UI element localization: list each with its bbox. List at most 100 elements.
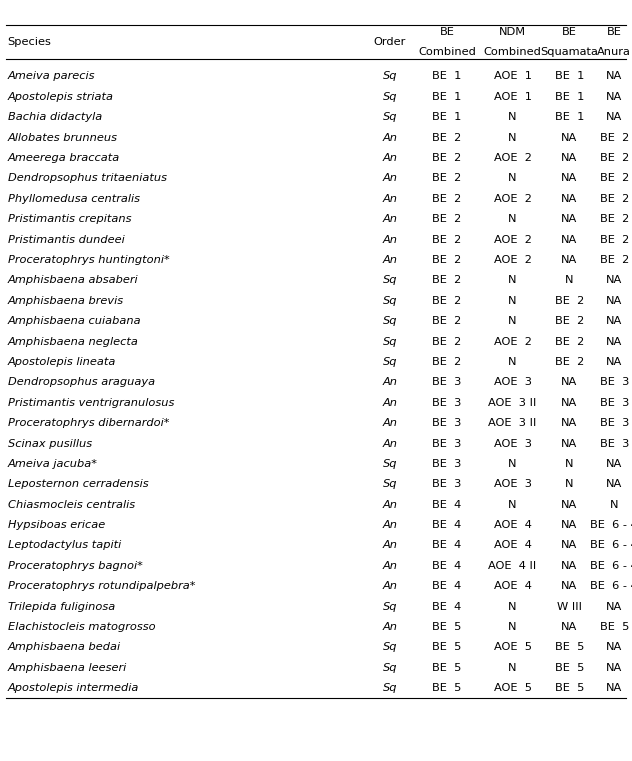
- Text: BE  5: BE 5: [432, 642, 461, 652]
- Text: Sq: Sq: [383, 275, 397, 285]
- Text: NA: NA: [606, 459, 623, 469]
- Text: BE  4: BE 4: [432, 540, 461, 550]
- Text: NA: NA: [606, 602, 623, 612]
- Text: BE  2: BE 2: [600, 255, 629, 265]
- Text: BE  2: BE 2: [432, 153, 461, 163]
- Text: N: N: [565, 479, 574, 489]
- Text: An: An: [382, 520, 398, 530]
- Text: An: An: [382, 174, 398, 183]
- Text: NA: NA: [606, 663, 623, 673]
- Text: Pristimantis crepitans: Pristimantis crepitans: [8, 214, 131, 224]
- Text: BE  1: BE 1: [432, 112, 461, 123]
- Text: Combined: Combined: [483, 47, 542, 57]
- Text: NA: NA: [561, 520, 578, 530]
- Text: NA: NA: [561, 398, 578, 408]
- Text: N: N: [508, 275, 517, 285]
- Text: BE  2: BE 2: [432, 174, 461, 183]
- Text: Squamata: Squamata: [540, 47, 599, 57]
- Text: Amphisbaena leeseri: Amphisbaena leeseri: [8, 663, 127, 673]
- Text: An: An: [382, 377, 398, 387]
- Text: BE  3: BE 3: [432, 459, 461, 469]
- Text: BE  2: BE 2: [432, 275, 461, 285]
- Text: Leptodactylus tapiti: Leptodactylus tapiti: [8, 540, 121, 550]
- Text: NA: NA: [561, 153, 578, 163]
- Text: Proceratophrys rotundipalpebra*: Proceratophrys rotundipalpebra*: [8, 581, 195, 591]
- Text: BE: BE: [607, 27, 622, 37]
- Text: AOE  2: AOE 2: [494, 336, 532, 346]
- Text: NA: NA: [561, 255, 578, 265]
- Text: Apostolepis intermedia: Apostolepis intermedia: [8, 683, 139, 693]
- Text: BE  2: BE 2: [600, 132, 629, 142]
- Text: AOE  2: AOE 2: [494, 255, 532, 265]
- Text: BE  2: BE 2: [432, 234, 461, 244]
- Text: Amphisbaena brevis: Amphisbaena brevis: [8, 296, 124, 306]
- Text: NA: NA: [561, 194, 578, 204]
- Text: N: N: [508, 132, 517, 142]
- Text: N: N: [508, 500, 517, 510]
- Text: Amphisbaena absaberi: Amphisbaena absaberi: [8, 275, 138, 285]
- Text: NDM: NDM: [499, 27, 526, 37]
- Text: NA: NA: [606, 683, 623, 693]
- Text: An: An: [382, 561, 398, 571]
- Text: Sq: Sq: [383, 92, 397, 102]
- Text: NA: NA: [561, 581, 578, 591]
- Text: An: An: [382, 153, 398, 163]
- Text: N: N: [565, 275, 574, 285]
- Text: BE  4: BE 4: [432, 520, 461, 530]
- Text: NA: NA: [561, 561, 578, 571]
- Text: BE  2: BE 2: [555, 296, 584, 306]
- Text: NA: NA: [561, 438, 578, 448]
- Text: NA: NA: [606, 357, 623, 367]
- Text: BE  3: BE 3: [600, 418, 629, 428]
- Text: Scinax pusillus: Scinax pusillus: [8, 438, 92, 448]
- Text: AOE  3: AOE 3: [494, 377, 532, 387]
- Text: NA: NA: [606, 642, 623, 652]
- Text: BE  5: BE 5: [432, 663, 461, 673]
- Text: BE  3: BE 3: [600, 377, 629, 387]
- Text: AOE  4: AOE 4: [494, 540, 532, 550]
- Text: BE  1: BE 1: [432, 92, 461, 102]
- Text: Order: Order: [374, 37, 406, 47]
- Text: BE  3: BE 3: [432, 377, 461, 387]
- Text: BE  5: BE 5: [432, 683, 461, 693]
- Text: BE  5: BE 5: [555, 642, 584, 652]
- Text: BE  1: BE 1: [555, 112, 584, 123]
- Text: An: An: [382, 540, 398, 550]
- Text: Leposternon cerradensis: Leposternon cerradensis: [8, 479, 149, 489]
- Text: Combined: Combined: [418, 47, 476, 57]
- Text: BE  6 - 4: BE 6 - 4: [590, 540, 632, 550]
- Text: BE  1: BE 1: [555, 92, 584, 102]
- Text: BE  2: BE 2: [600, 234, 629, 244]
- Text: AOE  5: AOE 5: [494, 683, 532, 693]
- Text: Proceratophrys huntingtoni*: Proceratophrys huntingtoni*: [8, 255, 169, 265]
- Text: N: N: [508, 357, 517, 367]
- Text: An: An: [382, 418, 398, 428]
- Text: Apostolepis striata: Apostolepis striata: [8, 92, 114, 102]
- Text: AOE  3: AOE 3: [494, 438, 532, 448]
- Text: An: An: [382, 581, 398, 591]
- Text: N: N: [508, 112, 517, 123]
- Text: NA: NA: [561, 174, 578, 183]
- Text: BE: BE: [439, 27, 454, 37]
- Text: Sq: Sq: [383, 357, 397, 367]
- Text: Ameerega braccata: Ameerega braccata: [8, 153, 120, 163]
- Text: AOE  3 II: AOE 3 II: [489, 418, 537, 428]
- Text: N: N: [508, 459, 517, 469]
- Text: Ameiva jacuba*: Ameiva jacuba*: [8, 459, 97, 469]
- Text: Species: Species: [8, 37, 51, 47]
- Text: AOE  5: AOE 5: [494, 642, 532, 652]
- Text: NA: NA: [606, 72, 623, 81]
- Text: NA: NA: [606, 112, 623, 123]
- Text: BE: BE: [562, 27, 577, 37]
- Text: BE  3: BE 3: [600, 438, 629, 448]
- Text: N: N: [508, 174, 517, 183]
- Text: BE  2: BE 2: [432, 336, 461, 346]
- Text: BE  1: BE 1: [432, 72, 461, 81]
- Text: NA: NA: [561, 132, 578, 142]
- Text: BE  6 - 4: BE 6 - 4: [590, 520, 632, 530]
- Text: BE  4: BE 4: [432, 500, 461, 510]
- Text: Sq: Sq: [383, 683, 397, 693]
- Text: BE  2: BE 2: [600, 153, 629, 163]
- Text: An: An: [382, 398, 398, 408]
- Text: NA: NA: [606, 275, 623, 285]
